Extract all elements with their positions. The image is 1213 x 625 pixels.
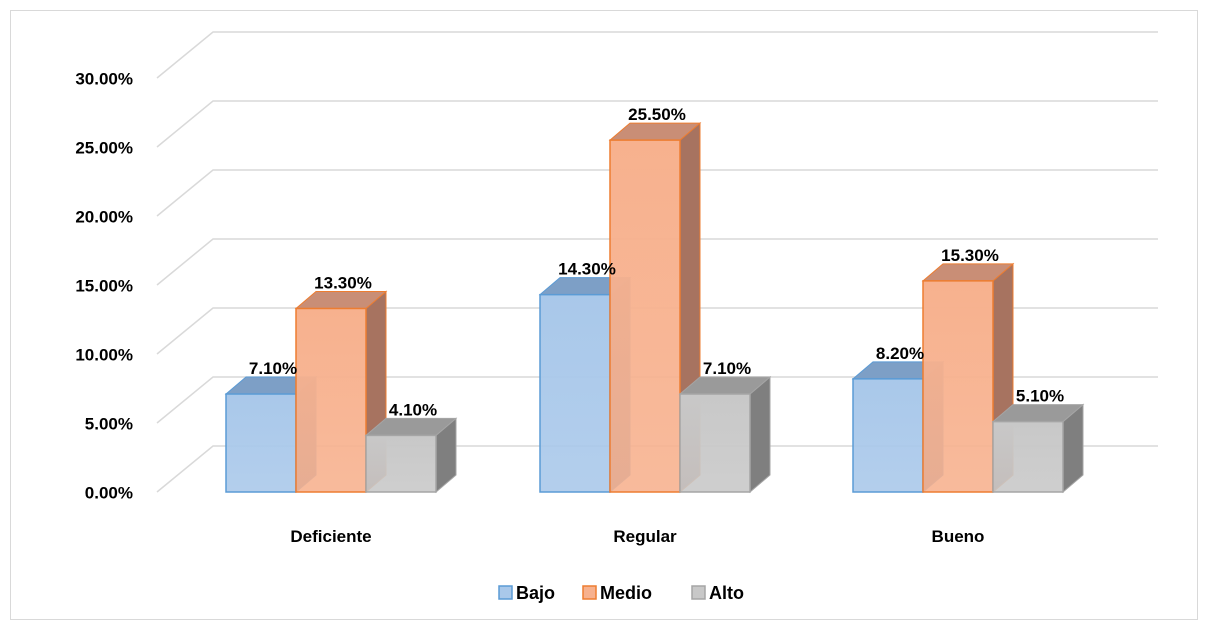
y-tick-label: 20.00% (75, 207, 133, 226)
y-tick-label: 0.00% (85, 483, 133, 502)
x-axis-category-labels: Deficiente Regular Bueno (290, 527, 984, 546)
legend-item-alto: Alto (691, 583, 744, 603)
y-tick-label: 15.00% (75, 276, 133, 295)
gridline (156, 169, 1158, 217)
y-tick-label: 10.00% (75, 345, 133, 364)
legend-swatch (691, 585, 706, 600)
bar-alto-regular (678, 375, 772, 494)
category-label-deficiente: Deficiente (290, 527, 371, 546)
bar-front-face (365, 434, 437, 493)
legend-swatch (498, 585, 513, 600)
legend-item-bajo: Bajo (498, 583, 555, 603)
data-label-bajo-regular: 14.30% (558, 260, 616, 279)
data-labels: 7.10% 13.30% 4.10% 14.30% 25.50% 7.10% 8.20% 15… (249, 105, 1064, 419)
data-label-alto-bueno: 5.10% (1016, 387, 1064, 406)
bar-front-face (852, 378, 924, 493)
bar-alto-deficiente (364, 417, 458, 494)
category-label-bueno: Bueno (932, 527, 985, 546)
bar-medio-deficiente (294, 290, 388, 494)
bars (224, 122, 1085, 494)
data-label-medio-deficiente: 13.30% (314, 273, 372, 292)
data-label-bajo-bueno: 8.20% (876, 344, 924, 363)
gridline (156, 307, 1158, 355)
gridline (156, 100, 1158, 148)
bar-front-face (609, 139, 681, 493)
gridline (156, 31, 1158, 79)
legend: Bajo Medio Alto (498, 583, 744, 603)
data-label-medio-regular: 25.50% (628, 105, 686, 124)
legend-item-medio: Medio (582, 583, 652, 603)
data-label-bajo-deficiente: 7.10% (249, 359, 297, 378)
bar-front-face (295, 307, 367, 493)
legend-swatch (582, 585, 597, 600)
bar-alto-bueno (991, 403, 1085, 494)
bar-front-face (679, 393, 751, 493)
bar-front-face (539, 293, 611, 493)
y-tick-label: 25.00% (75, 138, 133, 157)
gridlines (156, 31, 1158, 493)
y-tick-label: 5.00% (85, 414, 133, 433)
gridline (156, 238, 1158, 286)
bar-side-face (749, 375, 771, 494)
category-label-regular: Regular (613, 527, 677, 546)
y-tick-label: 30.00% (75, 69, 133, 88)
data-label-medio-bueno: 15.30% (941, 246, 999, 265)
legend-label: Alto (709, 583, 744, 603)
bar-front-face (225, 393, 297, 493)
bar-front-face (922, 280, 994, 493)
legend-label: Medio (600, 583, 652, 603)
data-label-alto-regular: 7.10% (703, 359, 751, 378)
y-axis-tick-labels: 0.00% 5.00% 10.00% 15.00% 20.00% 25.00% 30.00% (75, 69, 133, 502)
data-label-alto-deficiente: 4.10% (389, 400, 437, 419)
bar-front-face (992, 420, 1064, 493)
legend-label: Bajo (516, 583, 555, 603)
gridline (156, 376, 1158, 424)
gridline (156, 445, 1158, 493)
